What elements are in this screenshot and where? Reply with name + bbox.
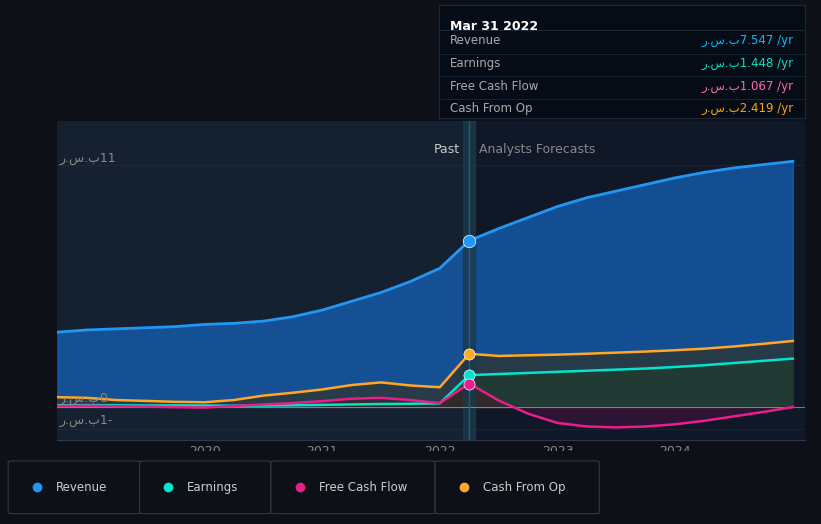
Text: Analysts Forecasts: Analysts Forecasts: [479, 143, 595, 156]
Bar: [57, 121, 470, 440]
Bar: [470, 121, 805, 440]
Text: Free Cash Flow: Free Cash Flow: [450, 80, 539, 93]
Text: Revenue: Revenue: [56, 481, 108, 494]
FancyBboxPatch shape: [140, 461, 271, 514]
Text: Free Cash Flow: Free Cash Flow: [319, 481, 407, 494]
FancyBboxPatch shape: [8, 461, 140, 514]
Text: Cash From Op: Cash From Op: [483, 481, 565, 494]
Text: Cash From Op: Cash From Op: [450, 102, 533, 115]
Text: Past: Past: [433, 143, 460, 156]
Text: Earnings: Earnings: [187, 481, 239, 494]
FancyBboxPatch shape: [271, 461, 435, 514]
Text: ر.س.ب1.448 /yr: ر.س.ب1.448 /yr: [701, 57, 794, 70]
Text: ر.س.ب11: ر.س.ب11: [60, 151, 117, 165]
Text: Revenue: Revenue: [450, 34, 502, 47]
Text: ر.س.ب7.547 /yr: ر.س.ب7.547 /yr: [701, 34, 794, 47]
Text: ر.س.ب1-: ر.س.ب1-: [60, 414, 113, 427]
Bar: [463, 121, 475, 440]
Text: Mar 31 2022: Mar 31 2022: [450, 20, 539, 33]
Text: Earnings: Earnings: [450, 57, 502, 70]
FancyBboxPatch shape: [435, 461, 599, 514]
Text: ر.س.ب1.067 /yr: ر.س.ب1.067 /yr: [701, 80, 794, 93]
Text: ر.س.ب0: ر.س.ب0: [60, 392, 108, 405]
Text: ر.س.ب2.419 /yr: ر.س.ب2.419 /yr: [701, 102, 794, 115]
